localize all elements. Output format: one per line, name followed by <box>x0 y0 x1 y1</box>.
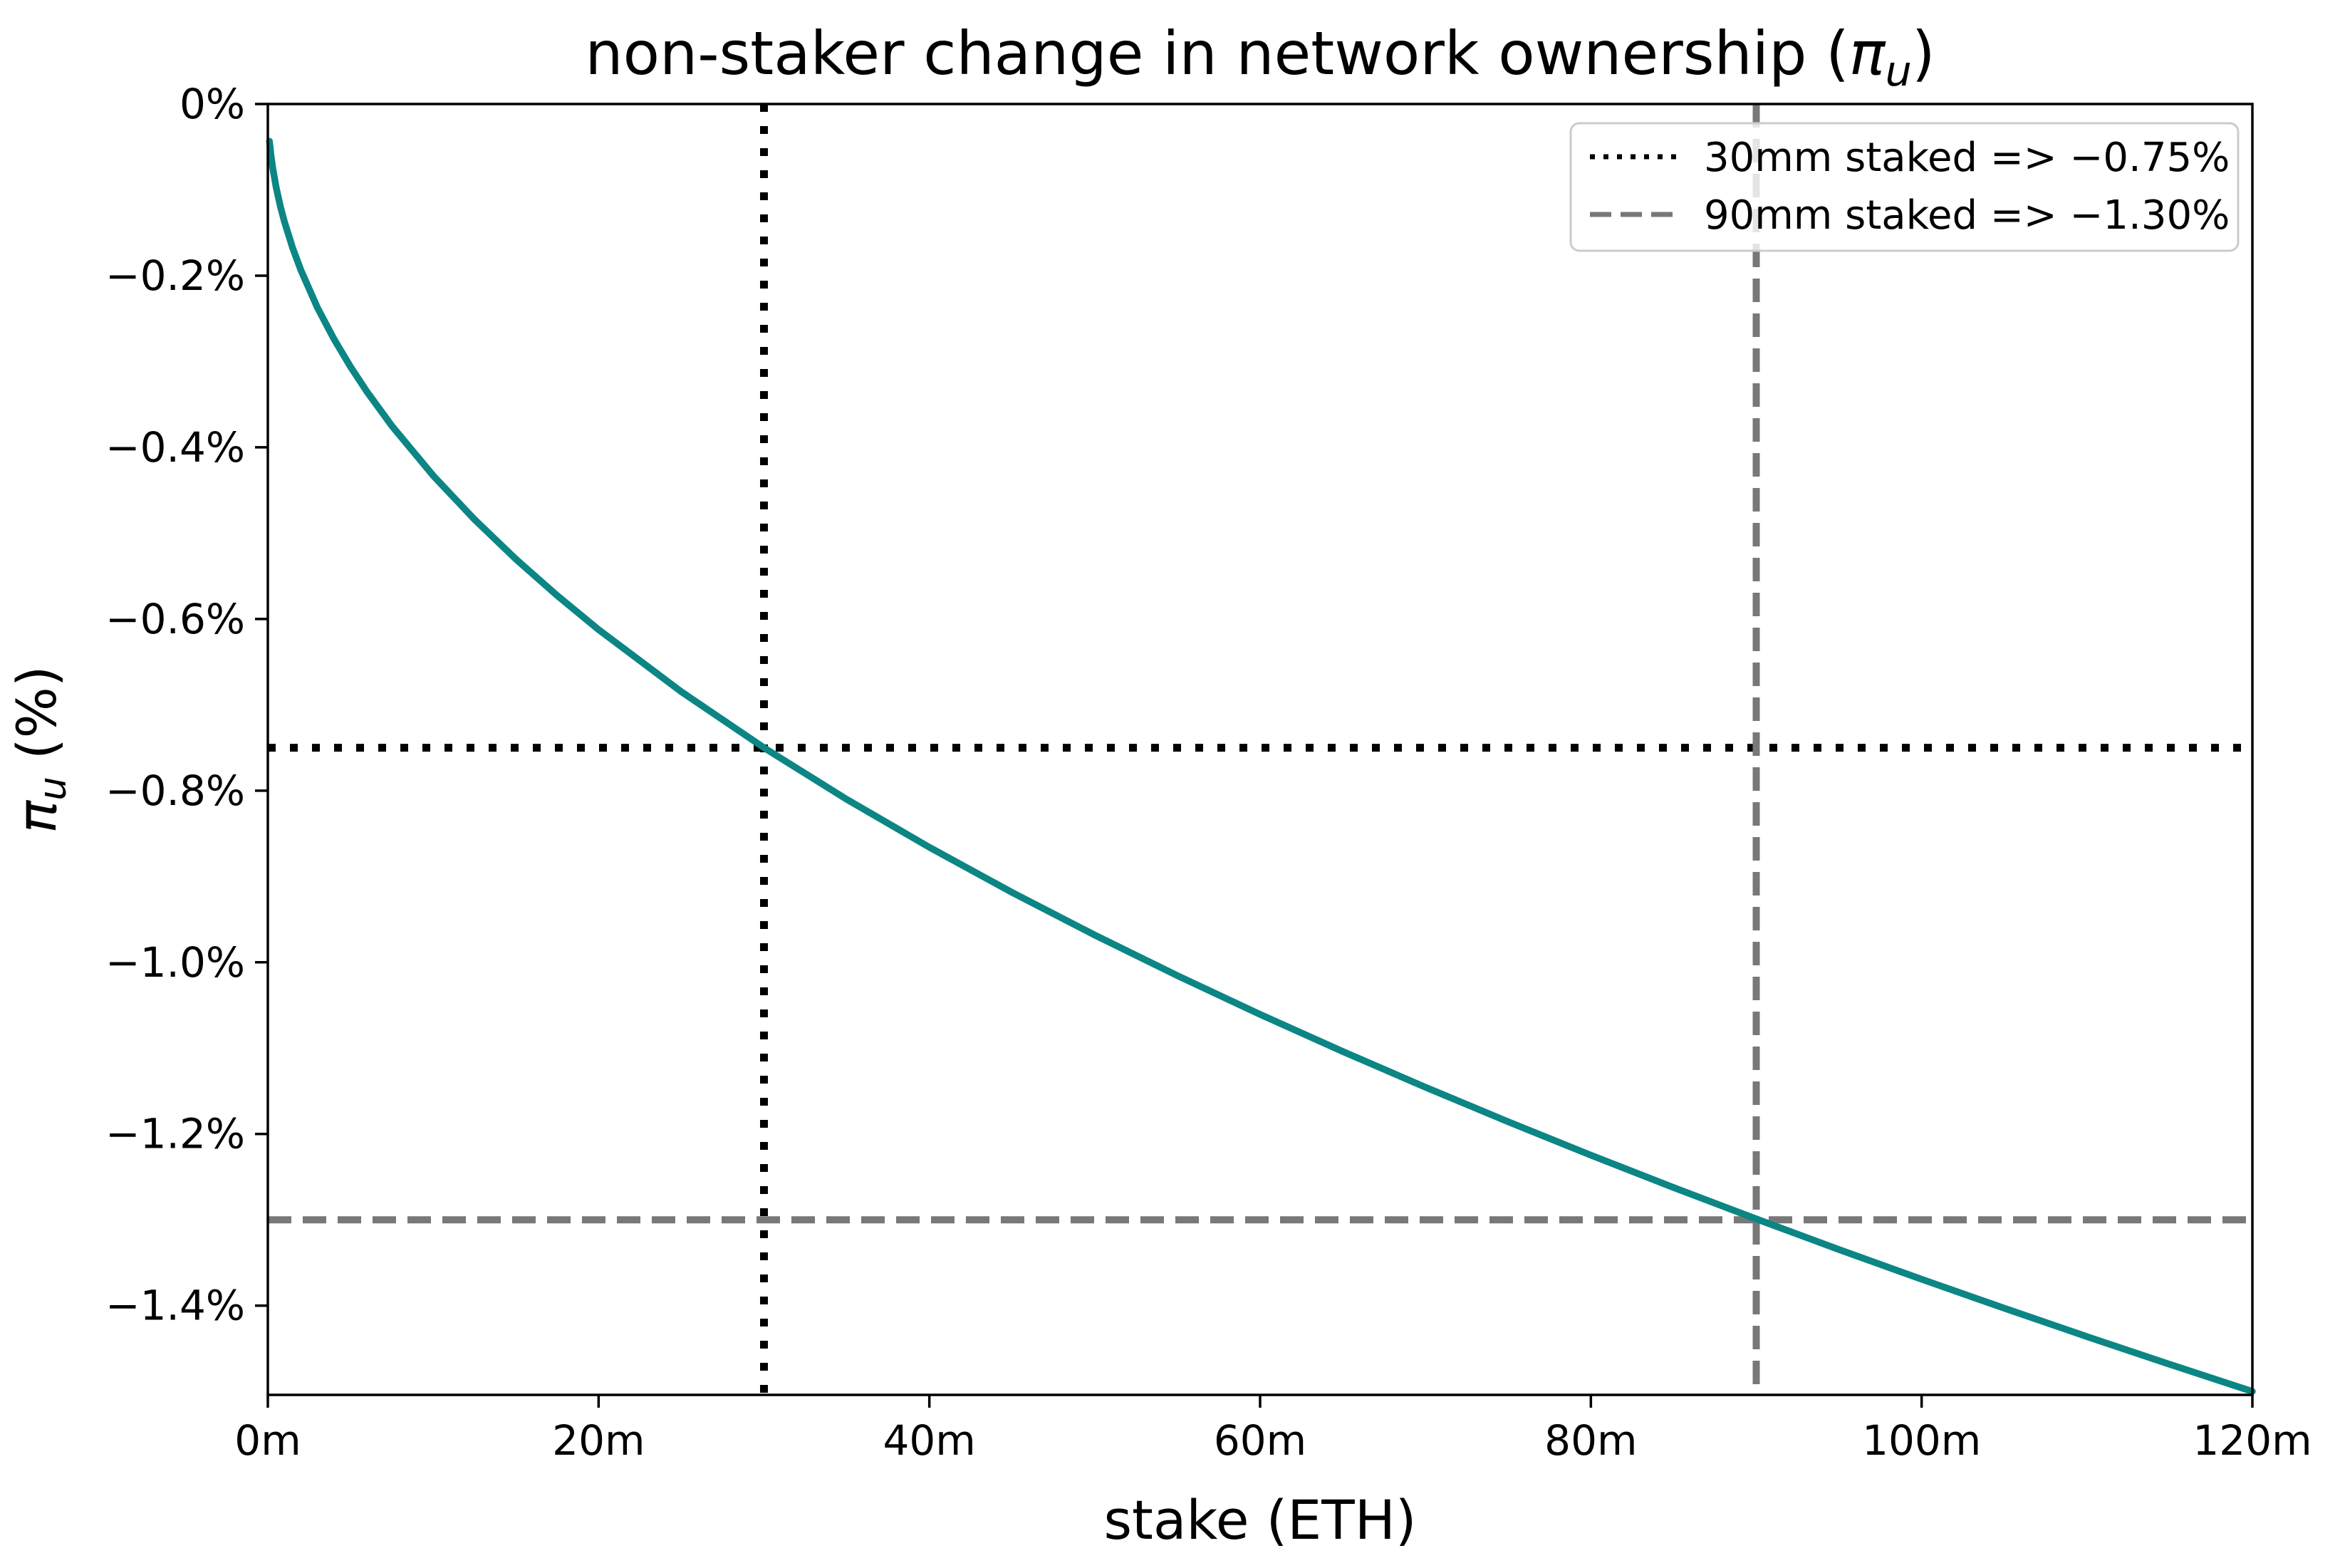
legend-box <box>1569 122 2240 252</box>
y-tick-label: −1.4% <box>105 1282 245 1330</box>
y-tick-label: −0.8% <box>105 767 245 815</box>
y-axis-label: πu (%) <box>5 665 75 833</box>
x-axis-label: stake (ETH) <box>1103 1488 1416 1552</box>
plot-frame <box>266 103 2254 1396</box>
x-tick-label: 120m <box>2193 1416 2312 1465</box>
x-tick-label: 60m <box>1214 1416 1306 1465</box>
y-tick-label: −1.0% <box>105 938 245 987</box>
y-tick-label: −0.4% <box>105 423 245 472</box>
x-axis-ticks: 0m 20m 40m 60m 80m 100m 120m <box>234 1395 2312 1465</box>
y-tick-label: −1.2% <box>105 1110 245 1158</box>
y-tick-label: −0.6% <box>105 595 245 643</box>
chart-title: non-staker change in network ownership (… <box>585 19 1935 95</box>
y-tick-label: 0% <box>180 80 245 128</box>
legend: 30mm staked => −0.75% 90mm staked => −1.… <box>1569 122 2240 252</box>
x-tick-label: 0m <box>234 1416 301 1465</box>
legend-entry-90mm: 90mm staked => −1.30% <box>1704 192 2230 239</box>
y-tick-label: −0.2% <box>105 251 245 300</box>
x-tick-label: 40m <box>883 1416 976 1465</box>
x-tick-label: 100m <box>1862 1416 1981 1465</box>
y-axis-ticks: 0% −0.2% −0.4% −0.6% −0.8% −1.0% −1.2% −1.4% <box>105 80 268 1330</box>
series-line-ownership-change <box>266 137 2256 1395</box>
x-tick-label: 80m <box>1544 1416 1637 1465</box>
x-tick-label: 20m <box>552 1416 645 1465</box>
legend-entry-30mm: 30mm staked => −0.75% <box>1704 135 2230 181</box>
